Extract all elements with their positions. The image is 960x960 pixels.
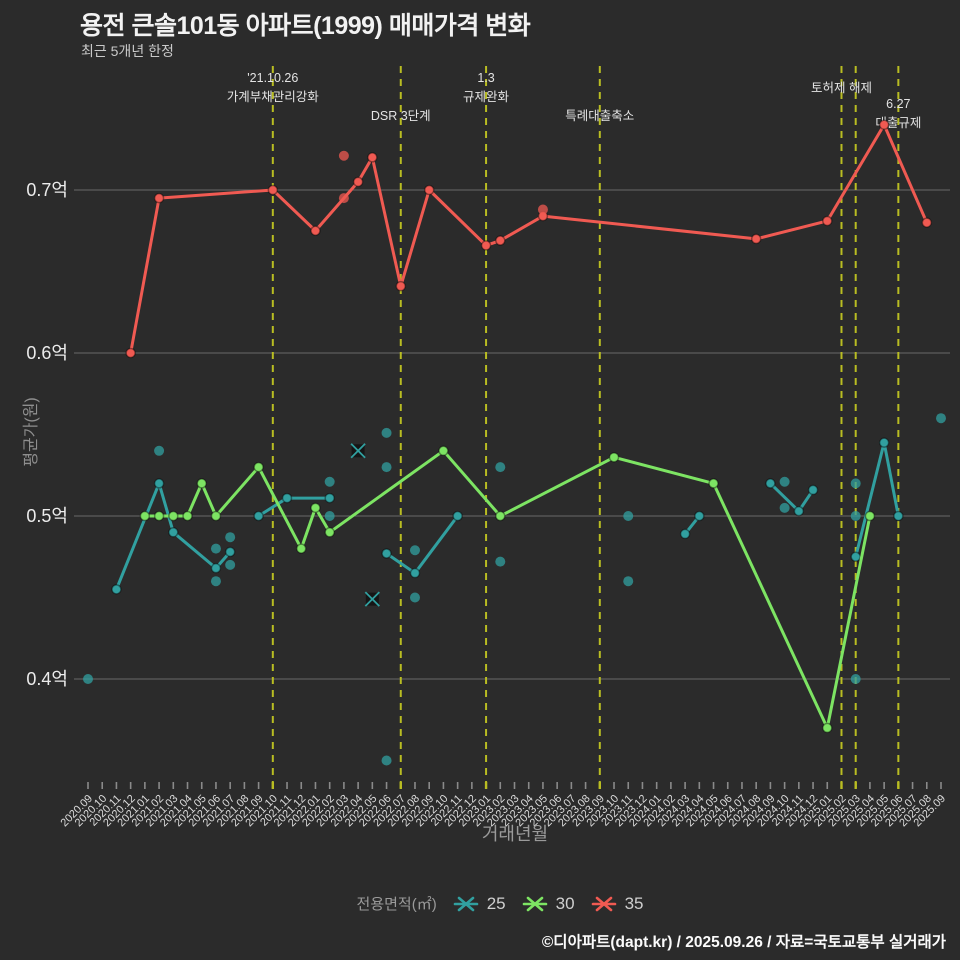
- svg-text:토허제 해제: 토허제 해제: [811, 81, 872, 95]
- svg-text:규제완화: 규제완화: [463, 90, 510, 104]
- legend-label: 25: [486, 893, 506, 913]
- svg-text:0.6억: 0.6억: [26, 343, 68, 363]
- legend-item-30: 30: [522, 894, 575, 914]
- svg-text:0.7억: 0.7억: [26, 180, 68, 200]
- source-credit: ©디아파트(dapt.kr) / 2025.09.26 / 자료=국토교통부 실…: [541, 934, 946, 951]
- svg-text:가계부채관리강화: 가계부채관리강화: [227, 90, 320, 104]
- svg-text:DSR 3단계: DSR 3단계: [371, 109, 431, 123]
- x-marker-icon: [453, 896, 479, 911]
- y-axis-title: 평균가(원): [23, 397, 40, 467]
- page-title: 용전 큰솔101동 아파트(1999) 매매가격 변화: [80, 12, 531, 40]
- legend-label: 30: [555, 893, 575, 913]
- svg-text:0.5억: 0.5억: [26, 506, 68, 526]
- svg-text:0.4억: 0.4억: [26, 669, 68, 689]
- legend: 전용면적(㎡) 25 30 35: [0, 893, 960, 914]
- legend-label: 35: [624, 893, 644, 913]
- x-marker-icon: [522, 896, 547, 911]
- chart-subtitle: 최근 5개년 한정: [81, 43, 174, 59]
- svg-text:특례대출축소: 특례대출축소: [565, 109, 634, 123]
- legend-title: 전용면적(㎡): [356, 896, 437, 913]
- svg-text:1.3: 1.3: [477, 71, 494, 85]
- svg-text:6.27: 6.27: [886, 97, 910, 111]
- legend-item-25: 25: [453, 894, 506, 914]
- svg-text:'21.10.26: '21.10.26: [247, 71, 298, 85]
- legend-item-35: 35: [591, 893, 644, 914]
- x-axis-title: 거래년월: [481, 824, 549, 844]
- x-marker-icon: [591, 896, 616, 911]
